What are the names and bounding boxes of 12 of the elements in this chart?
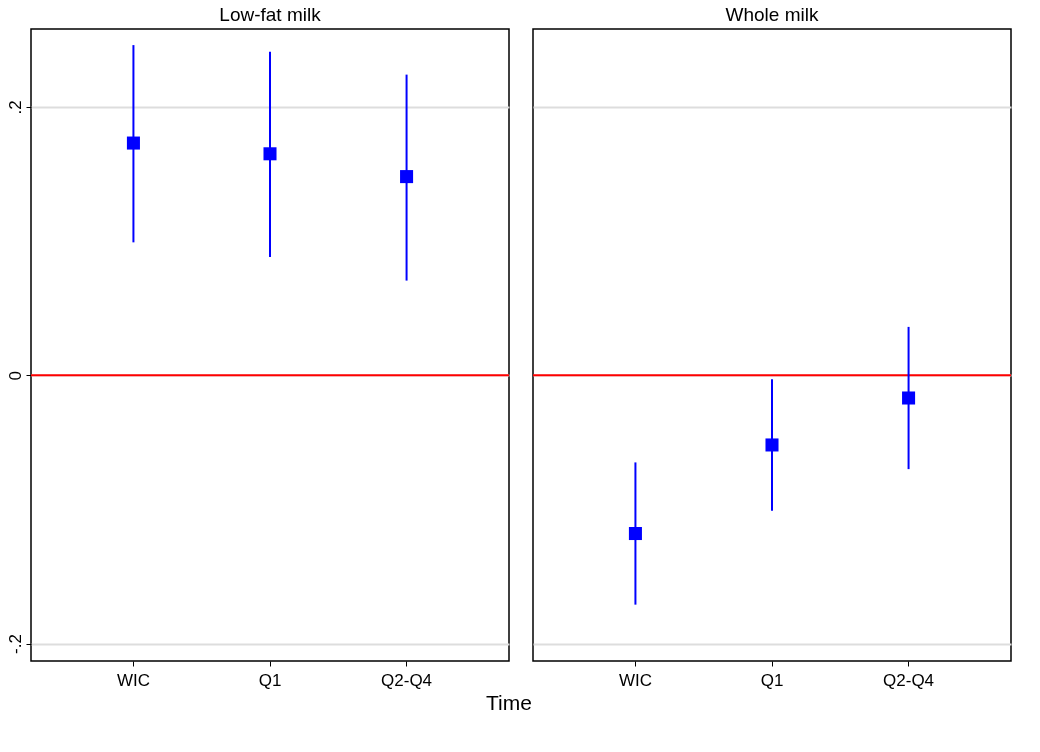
y-tick-label: -.2 [5, 634, 25, 654]
chart-title: Low-fat milk [219, 4, 322, 25]
chart-title: Whole milk [725, 4, 819, 25]
y-tick-label: 0 [5, 370, 25, 381]
x-tick-label: Q2-Q4 [381, 670, 433, 690]
x-tick-label: Q1 [258, 670, 282, 690]
x-axis-title: Time [486, 690, 532, 714]
x-tick-label: Q2-Q4 [883, 670, 935, 690]
x-tick-label: Q1 [760, 670, 784, 690]
y-tick-label: .2 [5, 100, 25, 115]
x-tick-label: WIC [618, 670, 652, 690]
x-tick-label: WIC [116, 670, 150, 690]
